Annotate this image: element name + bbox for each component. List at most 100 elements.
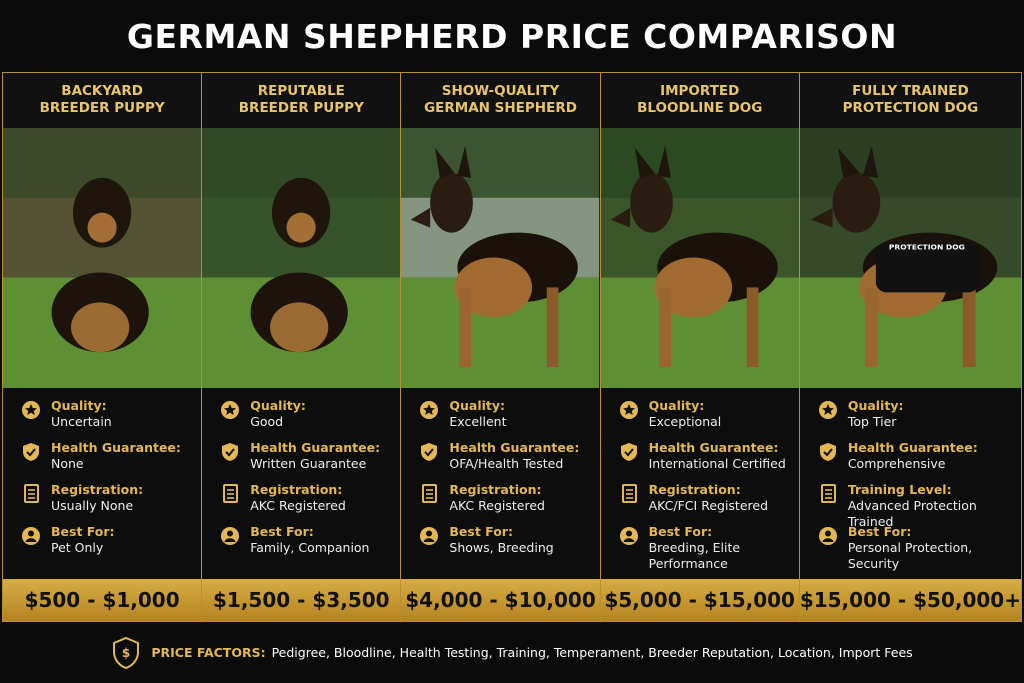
shield-icon: $ [113, 636, 140, 669]
shape [623, 448, 634, 457]
detail-value: AKC/FCI Registered [648, 497, 769, 513]
price: $4,000 - $10,000 [401, 579, 600, 621]
price: $5,000 - $15,000 [600, 579, 799, 621]
shape [423, 403, 436, 415]
shape [459, 287, 472, 367]
icon-wrap [619, 440, 649, 482]
detail-row: Training Level: Advanced Protection Train… [818, 482, 1021, 529]
icon-wrap [21, 440, 51, 482]
dog-photo [202, 127, 401, 388]
shape [223, 483, 239, 503]
shape [629, 172, 673, 233]
price: $1,500 - $3,500 [202, 579, 401, 621]
icon [621, 483, 637, 503]
detail-text: Quality: Top Tier [848, 398, 904, 440]
icon-wrap [220, 524, 250, 566]
icon [221, 526, 240, 545]
detail-value: Uncertain [51, 413, 112, 429]
detail-row: Health Guarantee: International Certified [619, 440, 799, 482]
detail-text: Best For: Family, Companion [250, 524, 375, 566]
detail-value: Good [250, 413, 284, 429]
detail-label: Best For: [250, 523, 314, 539]
detail-label: Best For: [847, 523, 912, 539]
detail-row: Registration: AKC Registered [220, 482, 400, 524]
detail-label: Best For: [648, 523, 713, 539]
details: Quality: Good Health Guarantee: Written Gua… [202, 387, 401, 580]
icon-wrap [818, 482, 848, 524]
icon [420, 400, 439, 419]
dog-photo [3, 127, 202, 388]
detail-row: Health Guarantee: None [21, 440, 201, 482]
shape [225, 448, 235, 457]
detail-text: Best For: Pet Only [51, 524, 115, 566]
detail-text: Health Guarantee: Comprehensive [848, 440, 978, 482]
column-header: FULLY TRAINED PROTECTION DOG [799, 73, 1021, 128]
icon [619, 400, 638, 419]
detail-value: Excellent [449, 413, 507, 429]
shape [837, 145, 878, 178]
detail-text: Registration: AKC Registered [250, 482, 352, 524]
detail-label: Health Guarantee: [51, 439, 181, 455]
detail-text: Quality: Exceptional [649, 398, 728, 440]
shape [270, 302, 329, 352]
detail-value: Comprehensive [847, 455, 946, 471]
detail-text: Quality: Good [250, 398, 306, 440]
detail-row: Best For: Shows, Breeding [419, 524, 599, 566]
detail-text: Health Guarantee: OFA/Health Tested [449, 440, 579, 482]
shape [832, 172, 881, 233]
shape [654, 257, 732, 318]
icon-wrap [21, 482, 51, 524]
detail-label: Quality: [847, 397, 904, 413]
shape [658, 287, 671, 367]
detail-label: Registration: [449, 481, 542, 497]
detail-row: Quality: Good [220, 398, 400, 440]
icon-wrap [619, 398, 649, 440]
icon-wrap [21, 398, 51, 440]
shape [424, 448, 435, 457]
icon [221, 400, 240, 419]
shape [864, 287, 878, 367]
detail-label: Best For: [449, 523, 513, 539]
columns: BACKYARD BREEDER PUPPY Quality: Uncertain H… [2, 72, 1022, 622]
icon-wrap [220, 482, 250, 524]
detail-value: AKC Registered [449, 497, 545, 513]
shape [422, 483, 438, 503]
column-header: REPUTABLE BREEDER PUPPY [202, 73, 401, 128]
detail-label: Health Guarantee: [250, 439, 381, 455]
icon [23, 442, 39, 461]
icon-wrap [220, 440, 250, 482]
shape [71, 302, 130, 352]
icon [819, 442, 836, 461]
detail-label: Best For: [51, 523, 115, 539]
icon-wrap [818, 524, 848, 566]
price: $500 - $1,000 [3, 579, 202, 621]
shape [430, 172, 474, 233]
icon [420, 526, 439, 545]
details: Quality: Exceptional Health Guarantee: Inte… [600, 387, 799, 580]
detail-value: Usually None [51, 497, 134, 513]
detail-row: Quality: Exceptional [619, 398, 799, 440]
detail-text: Quality: Uncertain [51, 398, 118, 440]
icon [818, 526, 837, 545]
shape [875, 242, 979, 293]
column: IMPORTED BLOODLINE DOG Quality: Exceptiona… [600, 73, 800, 621]
shape [634, 145, 671, 178]
detail-text: Best For: Shows, Breeding [449, 524, 559, 566]
detail-label: Health Guarantee: [449, 439, 580, 455]
detail-row: Health Guarantee: Written Guarantee [220, 440, 400, 482]
icon [22, 526, 40, 545]
shape [547, 287, 559, 367]
detail-row: Health Guarantee: Comprehensive [818, 440, 1021, 482]
column: BACKYARD BREEDER PUPPY Quality: Uncertain H… [3, 73, 203, 621]
detail-label: Quality: [449, 397, 506, 413]
dog-photo: PROTECTION DOG [799, 127, 1021, 388]
icon [22, 400, 40, 419]
footer-text: Pedigree, Bloodline, Health Testing, Tra… [271, 645, 913, 660]
footer-label: PRICE FACTORS: [151, 645, 266, 660]
icon-wrap [21, 524, 51, 566]
details: Quality: Excellent Health Guarantee: OFA/He… [401, 387, 600, 580]
icon-wrap [220, 398, 250, 440]
detail-value: International Certified [648, 455, 786, 471]
shape [28, 530, 34, 537]
